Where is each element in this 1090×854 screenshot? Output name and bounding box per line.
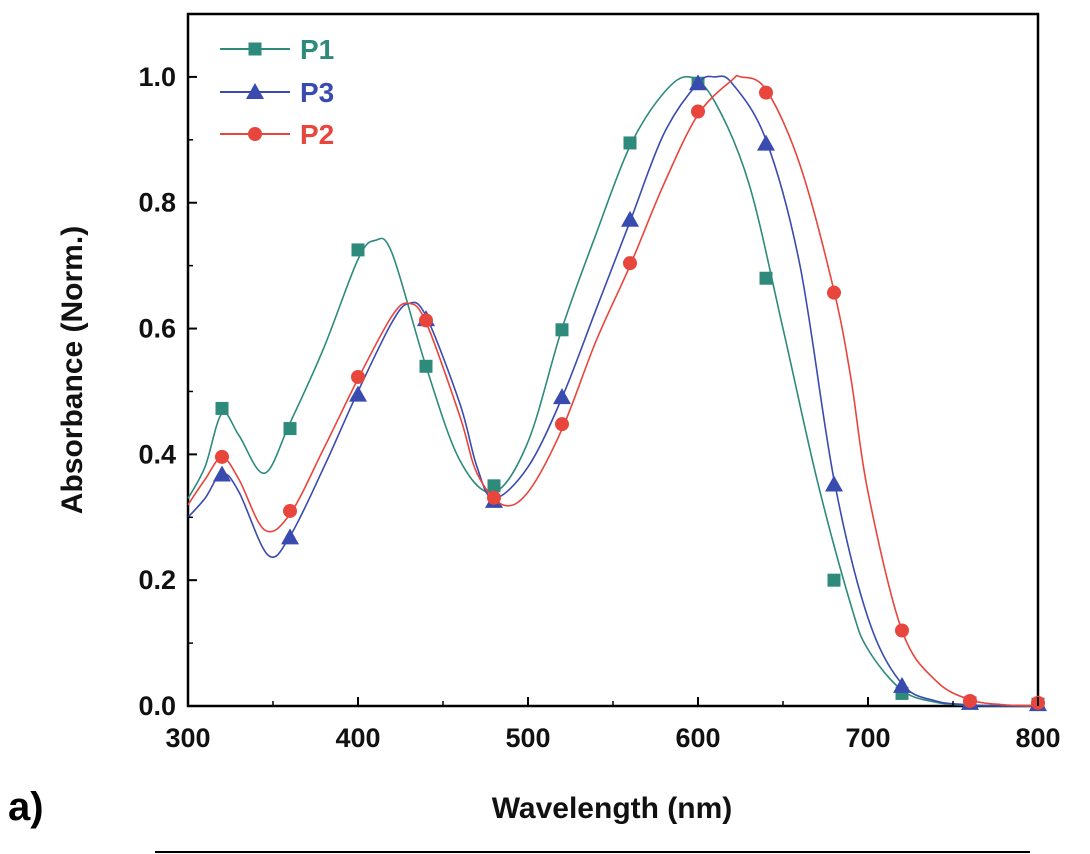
y-axis-title: Absorbance (Norm.) <box>56 226 89 514</box>
y-tick-label: 0.4 <box>138 439 176 469</box>
x-tick-label: 500 <box>505 723 550 753</box>
legend-label-p2: P2 <box>300 119 334 150</box>
series-line-p1 <box>187 75 1039 707</box>
legend-label-p3: P3 <box>300 77 334 108</box>
legend-label-p1: P1 <box>300 34 334 65</box>
data-point-p2 <box>419 313 433 328</box>
y-tick-label: 1.0 <box>138 62 176 92</box>
series-p1 <box>187 75 1045 711</box>
x-tick-label: 400 <box>335 723 380 753</box>
data-point-p1 <box>215 401 229 415</box>
data-point-p2 <box>691 104 705 119</box>
data-point-p2 <box>623 256 637 271</box>
x-tick-label: 700 <box>845 723 890 753</box>
data-point-p2 <box>963 693 977 708</box>
data-point-p3 <box>893 676 911 693</box>
series-line-p2 <box>187 74 1039 707</box>
plot-frame <box>186 12 1040 708</box>
legend-entry-p2: P2 <box>220 119 334 150</box>
data-point-p2 <box>283 503 297 518</box>
data-point-p1 <box>827 573 841 587</box>
legend-marker-p3 <box>246 83 264 99</box>
legend: P1 P3 P2 <box>220 34 334 150</box>
legend-entry-p3: P3 <box>220 77 334 108</box>
series-p3 <box>187 74 1047 712</box>
data-point-p2 <box>895 623 909 638</box>
legend-entry-p1: P1 <box>220 34 334 65</box>
legend-marker-p2 <box>248 127 262 141</box>
y-tick-label: 0.0 <box>138 691 176 721</box>
data-point-p3 <box>757 134 775 151</box>
plot-border <box>186 12 1040 708</box>
y-tick-label: 0.8 <box>138 188 176 218</box>
data-point-p1 <box>419 359 433 373</box>
data-point-p3 <box>553 388 571 405</box>
data-point-p2 <box>827 285 841 300</box>
data-point-p1 <box>351 243 365 257</box>
axes-layer: 300 400 500 600 700 800 0.0 0.2 0.4 0.6 0.8 1.0 <box>138 13 1061 753</box>
data-point-p3 <box>281 528 299 545</box>
data-point-p3 <box>689 74 707 91</box>
y-tick-label: 0.2 <box>138 565 176 595</box>
series-layer <box>187 74 1047 712</box>
data-point-p1 <box>555 323 569 337</box>
data-point-p1 <box>623 136 637 150</box>
x-tick-label: 600 <box>675 723 720 753</box>
panel-label: a) <box>8 785 44 829</box>
data-point-p3 <box>825 475 843 492</box>
x-tick-label: 800 <box>1015 723 1060 753</box>
data-point-p1 <box>759 271 773 285</box>
legend-marker-p1 <box>248 42 262 56</box>
y-tick-label: 0.6 <box>138 314 176 344</box>
data-point-p3 <box>621 210 639 227</box>
data-point-p3 <box>349 385 367 402</box>
data-point-p2 <box>487 490 501 505</box>
data-point-p2 <box>351 369 365 384</box>
data-point-p3 <box>213 465 231 482</box>
data-point-p2 <box>759 85 773 100</box>
series-p2 <box>187 74 1045 710</box>
data-point-p1 <box>487 479 501 493</box>
data-point-p1 <box>283 422 297 436</box>
data-point-p2 <box>215 449 229 464</box>
x-axis-title: Wavelength (nm) <box>492 792 733 825</box>
series-line-p3 <box>187 75 1039 707</box>
data-point-p2 <box>555 417 569 432</box>
x-tick-label: 300 <box>165 723 210 753</box>
